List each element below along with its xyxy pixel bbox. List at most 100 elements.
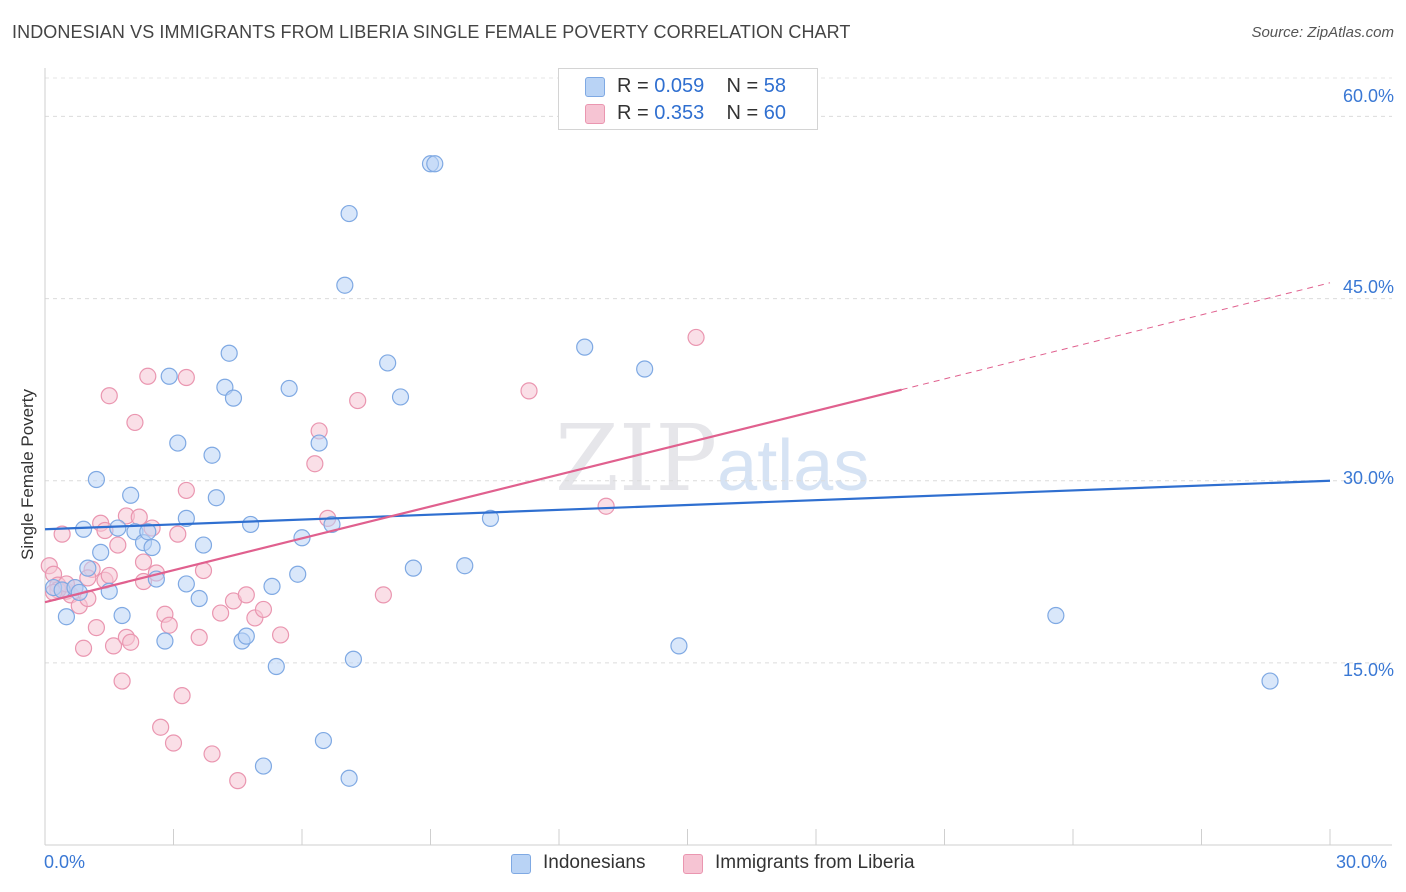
liberia-point xyxy=(520,382,538,400)
indonesian-point xyxy=(280,379,298,398)
indonesian-point xyxy=(289,565,307,583)
indonesian-point xyxy=(1261,672,1279,690)
indonesian-point xyxy=(190,589,208,608)
indonesians-swatch xyxy=(585,77,605,97)
indonesian-point xyxy=(670,637,688,655)
chart-title: INDONESIAN VS IMMIGRANTS FROM LIBERIA SI… xyxy=(12,22,851,42)
liberia-point xyxy=(122,633,140,651)
stats-legend: R = 0.059 N = 58 R = 0.353 N = 60 xyxy=(558,68,818,130)
liberia-point xyxy=(160,616,178,634)
indonesians-legend-swatch xyxy=(511,854,531,874)
indonesian-point xyxy=(242,515,260,534)
indonesian-point xyxy=(237,627,255,645)
indonesian-point xyxy=(481,509,500,527)
liberia-point xyxy=(177,481,195,500)
indonesian-point xyxy=(310,434,328,452)
liberia-point xyxy=(134,553,153,571)
axes xyxy=(44,68,1392,846)
x-tick-label-min: 0.0% xyxy=(44,852,86,872)
indonesian-point xyxy=(336,276,354,294)
liberia-point xyxy=(100,387,118,405)
liberia-point xyxy=(130,508,148,526)
indonesian-point xyxy=(207,489,225,507)
y-tick-label: 15.0% xyxy=(1342,660,1394,680)
indonesian-point xyxy=(267,657,285,676)
indonesian-point xyxy=(404,559,422,577)
indonesian-point xyxy=(379,354,397,372)
watermark-zip: ZIP xyxy=(555,405,718,512)
r-label: R = xyxy=(617,102,649,124)
r-value: 0.059 xyxy=(654,75,705,97)
liberia-point xyxy=(87,619,106,637)
indonesian-point xyxy=(87,470,106,489)
indonesian-point xyxy=(344,650,362,668)
liberia-point xyxy=(687,328,705,347)
liberia-point xyxy=(173,687,191,705)
liberia-point xyxy=(203,745,221,763)
liberia-point xyxy=(164,734,183,752)
n-label: N = xyxy=(726,75,759,97)
liberia-swatch xyxy=(585,104,605,124)
indonesian-point xyxy=(456,557,474,575)
liberia-point xyxy=(104,637,123,655)
trend-lines xyxy=(44,282,1331,604)
liberia-point xyxy=(237,586,255,604)
indonesian-point xyxy=(169,434,187,452)
indonesian-point xyxy=(203,446,221,464)
liberia-point xyxy=(74,639,93,657)
indonesian-point xyxy=(314,731,333,750)
indonesian-point xyxy=(143,538,161,557)
indonesian-point xyxy=(576,338,594,356)
liberia-point xyxy=(271,626,290,644)
legend-label: Immigrants from Liberia xyxy=(715,852,915,873)
y-tick-label: 30.0% xyxy=(1342,468,1394,488)
liberia-point xyxy=(169,525,187,543)
series-liberia-points xyxy=(40,328,705,790)
liberia-point xyxy=(597,497,615,515)
liberia-point xyxy=(53,525,71,543)
indonesian-point xyxy=(92,543,110,561)
liberia-point xyxy=(109,536,127,554)
indonesian-point xyxy=(323,515,341,534)
indonesian-point xyxy=(139,523,157,541)
y-tick-label: 60.0% xyxy=(1342,86,1394,106)
n-value: 60 xyxy=(763,102,787,124)
liberia-point xyxy=(190,628,208,646)
indonesian-point xyxy=(636,360,654,378)
liberia-point xyxy=(113,672,131,690)
indonesian-point xyxy=(156,632,174,650)
indonesian-point xyxy=(224,389,243,407)
indonesian-point xyxy=(74,520,93,538)
indonesians-trend-line xyxy=(44,479,1331,531)
liberia-point xyxy=(254,600,273,619)
liberia-point xyxy=(306,455,324,473)
r-value: 0.353 xyxy=(654,102,705,124)
legend-label: Indonesians xyxy=(543,852,646,873)
liberia-point xyxy=(152,718,170,736)
liberia-point xyxy=(177,368,195,387)
liberia-point xyxy=(374,586,392,604)
n-value: 58 xyxy=(763,75,787,97)
indonesian-point xyxy=(391,388,410,406)
indonesian-point xyxy=(426,155,444,173)
indonesian-point xyxy=(220,344,238,362)
liberia-point xyxy=(229,772,247,790)
indonesian-point xyxy=(122,486,140,504)
liberia-point xyxy=(126,413,144,432)
indonesian-point xyxy=(194,536,213,554)
n-label: N = xyxy=(726,102,759,124)
liberia-point xyxy=(139,367,157,385)
indonesian-point xyxy=(79,559,97,577)
y-tick-label: 45.0% xyxy=(1342,277,1394,297)
r-label: R = xyxy=(617,75,649,97)
x-tick-label-max: 30.0% xyxy=(1336,852,1388,872)
indonesian-point xyxy=(263,577,281,595)
indonesian-point xyxy=(177,575,195,593)
liberia-point xyxy=(349,391,367,410)
indonesian-point xyxy=(1047,606,1065,625)
indonesian-point xyxy=(177,509,195,527)
indonesian-point xyxy=(160,367,178,385)
liberia-trend-line xyxy=(44,388,902,604)
indonesian-point xyxy=(109,519,127,537)
